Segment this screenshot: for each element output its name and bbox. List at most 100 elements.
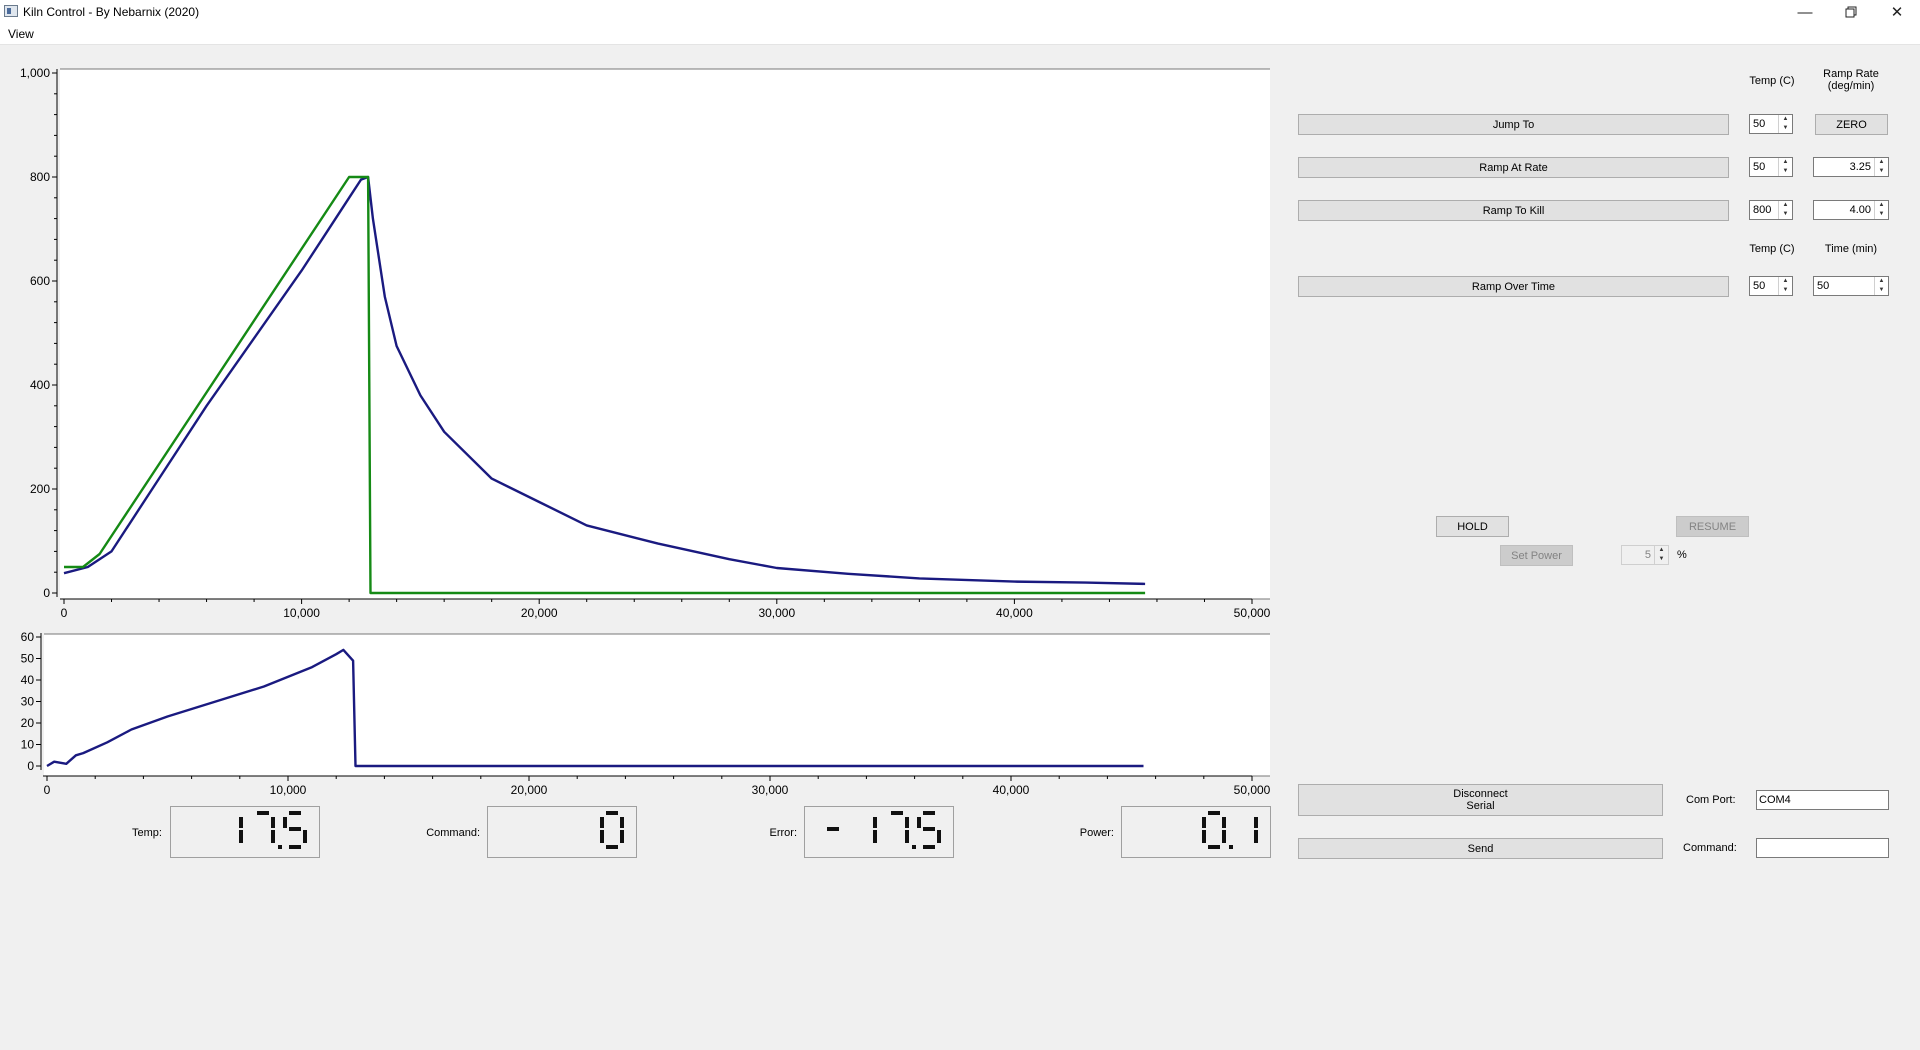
ramp-over-time-temp-value: 50 — [1753, 280, 1766, 292]
temperature-chart-x-tick-label: 20,000 — [521, 606, 558, 620]
command-readout-label: Command: — [426, 827, 480, 839]
zero-button[interactable]: ZERO — [1815, 114, 1888, 135]
serial-command-input[interactable] — [1756, 838, 1889, 858]
temperature-chart-x-tick-label: 10,000 — [283, 606, 320, 620]
ramp-over-time-button[interactable]: Ramp Over Time — [1298, 276, 1729, 297]
temp-readout — [170, 806, 320, 858]
lcd-decimal-point — [912, 845, 916, 849]
com-port-label: Com Port: — [1686, 794, 1736, 806]
ramp-rate-column-header: Ramp Rate (deg/min) — [1806, 68, 1896, 92]
ramp-to-kill-temp-spinbox[interactable]: 800 ▲ ▼ — [1749, 200, 1793, 220]
spin-down-icon[interactable]: ▼ — [1878, 287, 1885, 293]
ramp-to-kill-temp-value: 800 — [1753, 204, 1772, 216]
power-chart-x-tick-label: 20,000 — [511, 783, 548, 797]
spin-arrows[interactable]: ▲ ▼ — [1874, 158, 1888, 176]
temperature-chart: 0 200 400 600 800 1,000 0 10,000 20,000 30,000 40… — [20, 66, 1271, 620]
spin-arrows[interactable]: ▲ ▼ — [1874, 277, 1888, 295]
disconnect-serial-button[interactable]: Disconnect Serial — [1298, 784, 1663, 816]
power-chart-x-tick-label: 50,000 — [1234, 783, 1271, 797]
close-icon[interactable]: ✕ — [1890, 4, 1904, 21]
temperature-chart-series — [63, 175, 1146, 595]
power-chart-y-tick-label: 50 — [21, 652, 35, 666]
spin-arrows[interactable]: ▲ ▼ — [1778, 201, 1792, 219]
spin-arrows[interactable]: ▲ ▼ — [1874, 201, 1888, 219]
set-power-button[interactable]: Set Power — [1500, 545, 1573, 566]
error-readout-digits — [827, 811, 941, 849]
spin-arrows[interactable]: ▲ ▼ — [1778, 277, 1792, 295]
ramp-over-time-temp-spinbox[interactable]: 50 ▲ ▼ — [1749, 276, 1793, 296]
ramp-at-rate-rate-value: 3.25 — [1849, 161, 1871, 173]
jump-to-temp-spinbox[interactable]: 50 ▲ ▼ — [1749, 114, 1793, 134]
spin-down-icon[interactable]: ▼ — [1878, 168, 1885, 174]
ramp-at-rate-temp-spinbox[interactable]: 50 ▲ ▼ — [1749, 157, 1793, 177]
error-readout-label: Error: — [769, 827, 798, 839]
spin-up-icon[interactable]: ▲ — [1782, 202, 1789, 208]
ramp-at-rate-button[interactable]: Ramp At Rate — [1298, 157, 1729, 178]
spin-up-icon[interactable]: ▲ — [1878, 202, 1885, 208]
temperature-chart-y-tick-label: 600 — [30, 274, 50, 288]
spin-up-icon[interactable]: ▲ — [1782, 116, 1789, 122]
ramp-over-time-time-value: 50 — [1817, 280, 1830, 292]
app-icon — [4, 5, 18, 17]
ramp-to-kill-rate-spinbox[interactable]: 4.00 ▲ ▼ — [1813, 200, 1889, 220]
error-readout — [804, 806, 954, 858]
restore-icon[interactable] — [1828, 0, 1874, 24]
power-percent-unit: % — [1677, 549, 1687, 561]
minimize-icon[interactable]: — — [1797, 3, 1813, 21]
ramp-to-kill-button[interactable]: Ramp To Kill — [1298, 200, 1729, 221]
disconnect-serial-line2: Serial — [1466, 800, 1495, 812]
spin-arrows[interactable]: ▲ ▼ — [1654, 546, 1668, 564]
menu-bar: View — [0, 24, 1920, 45]
power-readout — [1121, 806, 1271, 858]
ramp-at-rate-temp-value: 50 — [1753, 161, 1766, 173]
temperature-chart-series-1-line — [64, 175, 1146, 595]
temp-readout-label: Temp: — [132, 827, 162, 839]
temperature-chart-y-tick-label: 200 — [30, 482, 50, 496]
spin-up-icon[interactable]: ▲ — [1878, 159, 1885, 165]
spin-down-icon[interactable]: ▼ — [1782, 168, 1789, 174]
spin-up-icon[interactable]: ▲ — [1658, 547, 1665, 553]
lcd-decimal-point — [278, 845, 282, 849]
send-button[interactable]: Send — [1298, 838, 1663, 859]
temperature-chart-x-tick-label: 50,000 — [1234, 606, 1271, 620]
ramp-rate-header-line1: Ramp Rate — [1823, 68, 1879, 80]
power-chart-y-tick-label: 0 — [27, 759, 34, 773]
menu-view[interactable]: View — [8, 27, 34, 41]
power-chart-x-tick-label: 10,000 — [270, 783, 307, 797]
spin-up-icon[interactable]: ▲ — [1878, 278, 1885, 284]
time-column-header: Time (min) — [1824, 243, 1878, 255]
spin-down-icon[interactable]: ▼ — [1878, 211, 1885, 217]
spin-arrows[interactable]: ▲ ▼ — [1778, 158, 1792, 176]
power-chart-y-tick-label: 30 — [21, 695, 35, 709]
spin-up-icon[interactable]: ▲ — [1782, 278, 1789, 284]
disconnect-serial-line1: Disconnect — [1453, 788, 1508, 800]
lcd-decimal-point — [1229, 845, 1233, 849]
power-readout-label: Power: — [1079, 827, 1114, 839]
spin-arrows[interactable]: ▲ ▼ — [1778, 115, 1792, 133]
power-chart-y-axis: 0 10 20 30 40 50 60 — [21, 630, 42, 773]
spin-down-icon[interactable]: ▼ — [1782, 287, 1789, 293]
power-chart-y-tick-label: 20 — [21, 716, 35, 730]
resume-button[interactable]: RESUME — [1676, 516, 1749, 537]
temperature-chart-y-axis: 0 200 400 600 800 1,000 — [20, 66, 58, 600]
spin-down-icon[interactable]: ▼ — [1658, 556, 1665, 562]
command-readout-digits — [600, 811, 624, 849]
power-chart-y-tick-label: 60 — [21, 630, 35, 644]
temperature-chart-y-tick-label: 400 — [30, 378, 50, 392]
spin-down-icon[interactable]: ▼ — [1782, 125, 1789, 131]
jump-to-button[interactable]: Jump To — [1298, 114, 1729, 135]
jump-to-temp-value: 50 — [1753, 118, 1766, 130]
power-chart-y-tick-label: 10 — [21, 738, 35, 752]
temperature-chart-y-tick-label: 0 — [43, 586, 50, 600]
spin-up-icon[interactable]: ▲ — [1782, 159, 1789, 165]
window-title: Kiln Control - By Nebarnix (2020) — [23, 5, 200, 19]
spin-down-icon[interactable]: ▼ — [1782, 211, 1789, 217]
power-percent-spinbox[interactable]: 5 ▲ ▼ — [1621, 545, 1669, 565]
power-readout-digits — [1202, 811, 1258, 849]
com-port-input[interactable]: COM4 — [1756, 790, 1889, 810]
ramp-at-rate-rate-spinbox[interactable]: 3.25 ▲ ▼ — [1813, 157, 1889, 177]
power-chart-series — [46, 648, 1144, 768]
hold-button[interactable]: HOLD — [1436, 516, 1509, 537]
power-chart-y-tick-label: 40 — [21, 673, 35, 687]
ramp-over-time-time-spinbox[interactable]: 50 ▲ ▼ — [1813, 276, 1889, 296]
